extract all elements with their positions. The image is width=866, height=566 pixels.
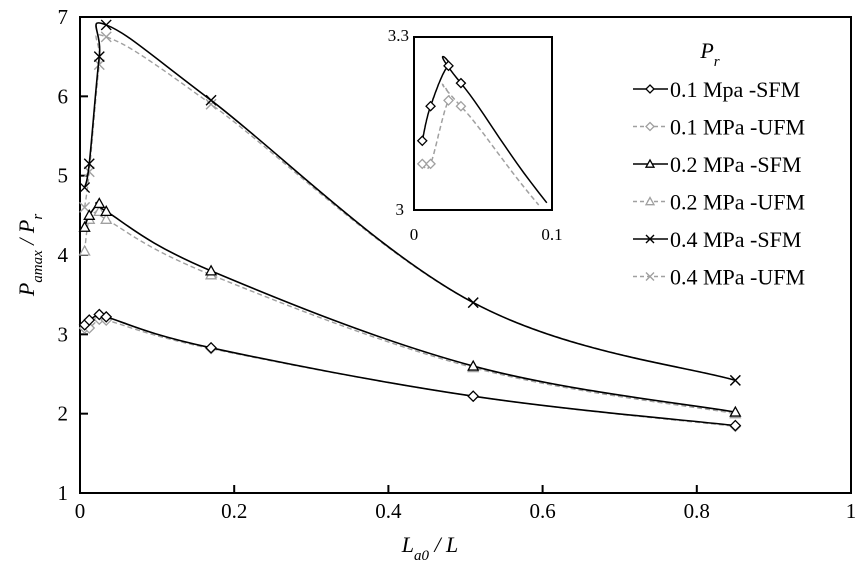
data-point xyxy=(93,59,105,71)
series-0.1-mpa--sfm xyxy=(78,308,742,432)
x-tick-label: 0.6 xyxy=(529,499,555,523)
series-0.1-mpa--ufm xyxy=(78,313,742,433)
legend-marker xyxy=(645,121,655,132)
x-tick-label: 0.4 xyxy=(375,499,402,523)
data-point xyxy=(79,201,91,213)
series-line xyxy=(83,33,736,382)
y-tick-label: 4 xyxy=(58,243,69,267)
data-point xyxy=(467,297,479,309)
series-line xyxy=(83,210,736,415)
y-tick-label: 1 xyxy=(58,481,69,505)
data-point xyxy=(78,220,91,232)
data-point xyxy=(79,182,91,194)
inset-data-point xyxy=(425,100,436,112)
series-line xyxy=(83,201,736,413)
data-point xyxy=(204,264,218,276)
data-point xyxy=(100,205,113,217)
series-line xyxy=(84,316,736,428)
data-point xyxy=(83,314,96,326)
x-tick-label: 0.8 xyxy=(684,499,710,523)
y-tick-label: 6 xyxy=(58,84,69,108)
legend: Pr 0.1 Mpa -SFM 0.1 MPa -UFM 0.2 MPa -SFM 0… xyxy=(633,38,805,290)
legend-item: 0.1 Mpa -SFM xyxy=(633,77,800,102)
y-axis-label: Pamax / Pr xyxy=(14,214,46,298)
data-point xyxy=(100,31,112,43)
inset-data-point xyxy=(443,60,454,72)
legend-marker xyxy=(645,234,655,244)
data-point xyxy=(83,208,96,220)
series-line xyxy=(83,22,736,382)
legend-item: 0.4 MPa -UFM xyxy=(633,265,805,290)
inset-data-point xyxy=(455,100,467,112)
inset-x-tick-label: 0 xyxy=(410,225,419,244)
legend-label: 0.1 Mpa -SFM xyxy=(670,77,800,102)
legend-item: 0.1 MPa -UFM xyxy=(633,115,805,140)
y-tick-label: 5 xyxy=(58,164,69,188)
series-0.2-mpa--sfm xyxy=(78,197,742,417)
inset-y-tick-label: 3.3 xyxy=(388,26,409,45)
x-tick-label: 0.2 xyxy=(221,499,247,523)
legend-title: Pr xyxy=(699,38,719,70)
data-point xyxy=(93,51,105,63)
y-tick-label: 7 xyxy=(58,5,69,29)
data-point xyxy=(78,244,91,256)
data-point xyxy=(729,374,741,386)
x-axis-label: La0 / L xyxy=(401,532,459,564)
inset-data-point xyxy=(425,158,436,170)
data-point xyxy=(729,419,742,432)
series-0.4-mpa--sfm xyxy=(79,19,741,386)
legend-label: 0.4 MPa -SFM xyxy=(670,227,801,252)
y-tick-label: 2 xyxy=(58,402,69,426)
inset-data-point xyxy=(416,158,428,170)
legend-marker xyxy=(645,272,655,281)
inset-y-tick-label: 3 xyxy=(396,200,405,219)
data-point xyxy=(100,310,113,323)
legend-marker xyxy=(644,196,656,206)
inset-frame xyxy=(413,36,553,211)
inset-series xyxy=(416,55,548,206)
legend-label: 0.2 MPa -SFM xyxy=(670,152,801,177)
x-tick-label: 1 xyxy=(846,499,857,523)
data-point xyxy=(100,19,112,31)
inset-data-point xyxy=(416,135,428,147)
inset-plot: 3.3 30 0.1 xyxy=(388,26,563,244)
data-point xyxy=(83,166,95,178)
legend-item: 0.2 MPa -SFM xyxy=(633,152,801,177)
data-point xyxy=(467,390,480,403)
data-point xyxy=(83,158,95,170)
inset-data-point xyxy=(443,95,454,106)
inset-x-tick-label: 0.1 xyxy=(541,225,562,244)
x-tick-label: 0 xyxy=(75,499,86,523)
series-0.4-mpa--ufm xyxy=(79,31,741,386)
legend-label: 0.2 MPa -UFM xyxy=(670,190,805,215)
legend-label: 0.4 MPa -UFM xyxy=(670,265,805,290)
data-point xyxy=(93,197,106,209)
legend-item: 0.4 MPa -SFM xyxy=(633,227,801,252)
legend-marker xyxy=(645,84,655,94)
data-point xyxy=(205,341,217,354)
legend-item: 0.2 MPa -UFM xyxy=(633,190,805,215)
data-point xyxy=(205,94,217,106)
series-line xyxy=(84,312,736,427)
data-point xyxy=(100,212,113,224)
data-point xyxy=(205,98,217,110)
legend-marker xyxy=(644,158,656,168)
main-plot-area: 1 2 3 4 5 6 7 0 0.2 0.4 0.6 0.8 1 xyxy=(58,5,857,523)
inset-data-point xyxy=(455,77,467,89)
data-point xyxy=(467,359,480,371)
legend-label: 0.1 MPa -UFM xyxy=(670,115,805,140)
data-point xyxy=(729,405,742,417)
y-tick-label: 3 xyxy=(58,322,69,346)
